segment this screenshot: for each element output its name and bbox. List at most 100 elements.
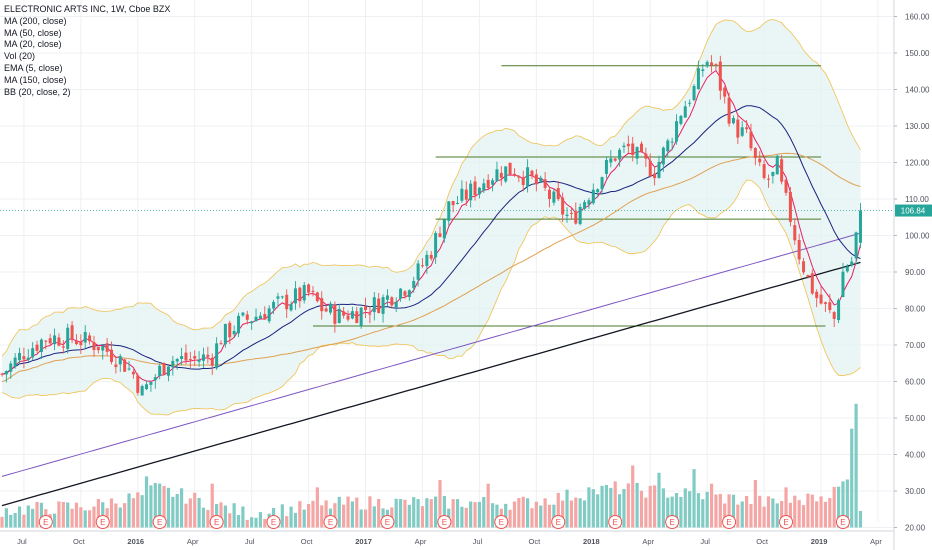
- x-tick-label: 2017: [355, 537, 372, 546]
- candle-body: [666, 140, 670, 152]
- candle-body: [718, 61, 722, 91]
- candle-body: [57, 337, 61, 346]
- volume-bar: [521, 496, 525, 528]
- earnings-marker: [380, 515, 395, 529]
- candle-body: [368, 313, 372, 315]
- candle-body: [613, 158, 617, 161]
- candle-body: [845, 266, 849, 272]
- candle-body: [802, 261, 806, 273]
- volume-bar: [333, 503, 337, 528]
- legend-indicator[interactable]: EMA (5, close): [4, 62, 63, 73]
- candle-body: [837, 299, 841, 321]
- candle-body: [416, 263, 420, 280]
- candle-body: [425, 254, 429, 266]
- earnings-marker: [38, 515, 53, 529]
- candle-body: [609, 158, 613, 163]
- volume-bar: [561, 500, 565, 528]
- volume-bar: [797, 500, 801, 528]
- volume-bar: [727, 494, 731, 528]
- candle-body: [548, 189, 551, 200]
- volume-bar: [714, 494, 718, 528]
- earnings-label: E: [726, 518, 731, 527]
- volume-bar: [144, 476, 149, 528]
- candle-body: [403, 291, 407, 296]
- candle-body: [258, 315, 262, 319]
- candle-body: [131, 371, 135, 375]
- candle-body: [456, 202, 460, 204]
- volume-bar: [464, 507, 468, 528]
- earnings-marker: [608, 515, 623, 529]
- volume-bar: [556, 492, 560, 528]
- candle-body: [727, 97, 731, 124]
- volume-bar: [661, 488, 665, 528]
- candle-body: [276, 296, 280, 299]
- earnings-marker: [95, 515, 110, 529]
- volume-bar: [674, 493, 679, 528]
- candle-body: [653, 173, 657, 179]
- volume-bar: [460, 506, 464, 528]
- volume-bar: [692, 469, 696, 528]
- volume-bar: [9, 514, 13, 528]
- volume-bar: [530, 508, 534, 528]
- volume-bar: [66, 502, 70, 528]
- candle-body: [105, 343, 109, 352]
- volume-bar: [250, 517, 254, 528]
- legend-indicator[interactable]: MA (150, close): [4, 74, 67, 85]
- volume-bar: [731, 494, 736, 528]
- volume-bar: [420, 506, 425, 528]
- volume-bar: [832, 486, 836, 528]
- candle-body: [254, 316, 258, 321]
- x-tick-label: Jul: [473, 537, 483, 546]
- candle-body: [193, 356, 197, 359]
- earnings-marker: [266, 515, 281, 529]
- candle-body: [123, 359, 127, 372]
- candle-body: [604, 159, 608, 174]
- volume-bar: [403, 499, 407, 528]
- volume-bar: [801, 505, 806, 528]
- candle-body: [39, 339, 43, 352]
- earnings-label: E: [100, 518, 105, 527]
- y-tick-label: 150.00: [905, 49, 930, 58]
- volume-bar: [688, 491, 692, 528]
- candle-body: [696, 68, 700, 90]
- volume-bar: [324, 500, 328, 528]
- candle-body: [841, 271, 845, 298]
- volume-bar: [206, 509, 210, 528]
- volume-bar: [679, 497, 683, 528]
- candle-body: [644, 153, 648, 159]
- volume-bar: [96, 499, 100, 528]
- volume-bar: [298, 501, 302, 528]
- y-tick-label: 70.00: [905, 341, 926, 350]
- candle-body: [767, 178, 770, 180]
- legend-indicator[interactable]: MA (50, close): [4, 27, 62, 38]
- volume-bar: [653, 485, 657, 528]
- volume-bar: [35, 501, 39, 528]
- candle-body: [364, 306, 368, 310]
- volume-bar: [858, 510, 863, 528]
- candle-body: [22, 356, 26, 360]
- volume-bar: [784, 487, 788, 528]
- volume-bar: [372, 506, 376, 528]
- legend-indicator[interactable]: MA (200, close): [4, 15, 67, 26]
- candle-body: [526, 167, 530, 187]
- legend-indicator[interactable]: Vol (20): [4, 51, 36, 62]
- candle-body: [215, 343, 219, 369]
- volume-bar: [232, 503, 236, 528]
- candle-body: [206, 354, 210, 357]
- volume-bar: [368, 496, 372, 528]
- candle-body: [780, 159, 784, 182]
- candle-body: [639, 143, 643, 153]
- ma200-line: [1, 261, 861, 507]
- legend-indicator[interactable]: MA (20, close): [4, 39, 62, 50]
- volume-bar: [495, 504, 499, 528]
- time-axis-bg: [0, 531, 893, 550]
- candle-body: [394, 301, 398, 308]
- volume-bar: [753, 480, 757, 528]
- candle-body: [749, 131, 753, 149]
- volume-bar: [171, 496, 175, 528]
- legend-indicator[interactable]: BB (20, close, 2): [4, 86, 71, 97]
- candle-body: [552, 191, 556, 203]
- volume-bar: [258, 512, 263, 528]
- price-axis: 20.00 30.00 40.00 50.00 60.00 70.00 80.00 90.00…: [893, 0, 932, 550]
